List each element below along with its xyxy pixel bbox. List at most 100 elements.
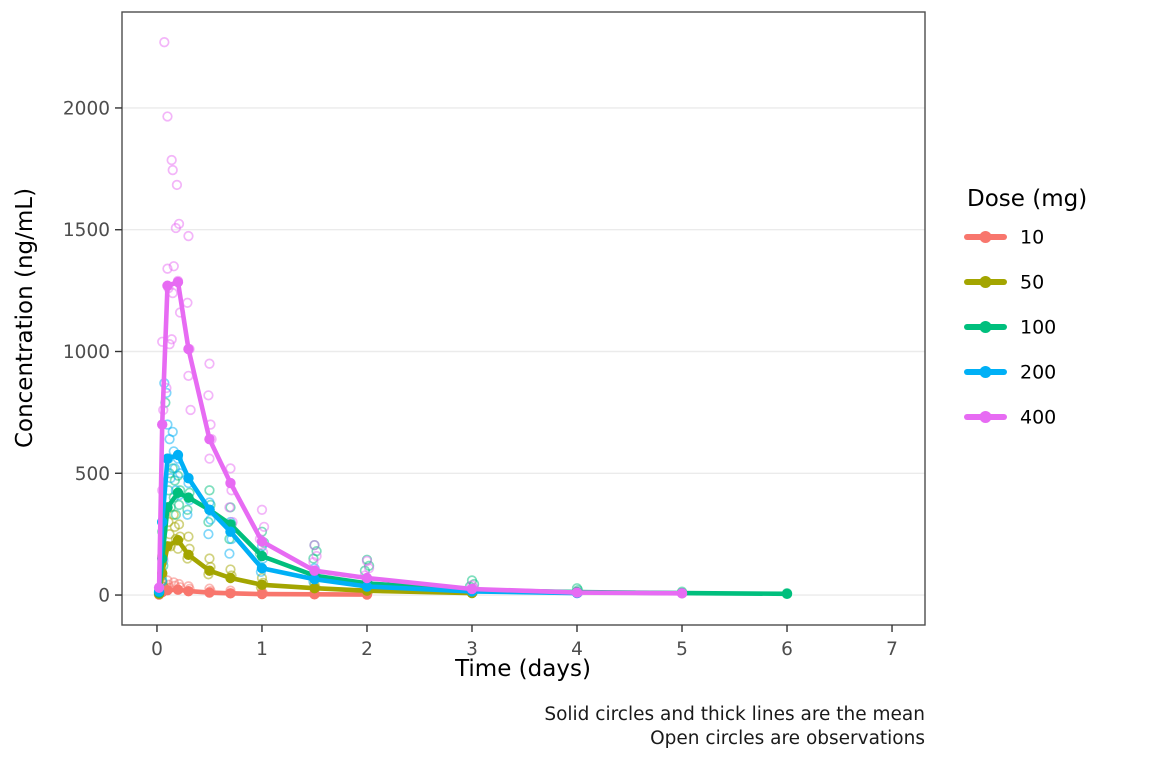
mean-point-200mg [183, 472, 194, 484]
obs-point-200mg [203, 529, 214, 540]
legend-items: 10 50 100 200 400 [964, 227, 1056, 429]
obs-point-400mg [162, 111, 173, 122]
mean-point-400mg [256, 536, 268, 547]
obs-point-400mg [203, 390, 214, 401]
x-tick-label-7: 7 [886, 639, 898, 660]
obs-point-400mg [182, 297, 193, 308]
gridlines [122, 107, 925, 596]
legend-label-400mg: 400 [1020, 407, 1056, 429]
mean-point-400mg [225, 477, 236, 489]
obs-point-400mg [363, 563, 375, 574]
y-tick-label-1000: 1000 [63, 342, 110, 363]
mean-point-200mg [309, 574, 320, 585]
mean-point-50mg [309, 583, 320, 594]
mean-point-400mg [172, 276, 184, 288]
obs-point-400mg [168, 261, 179, 272]
obs-point-400mg [185, 404, 196, 416]
obs-point-100mg [173, 499, 185, 511]
mean-point-200mg [225, 526, 236, 537]
obs-point-400mg [159, 37, 170, 48]
x-tick-label-3: 3 [466, 639, 478, 660]
axis-ticks: 0 1 2 3 4 5 6 7 0 500 1000 1500 2000 [63, 98, 898, 660]
mean-point-100mg [256, 550, 268, 562]
mean-point-400mg [676, 588, 688, 599]
y-tick-label-0: 0 [98, 586, 110, 607]
mean-point-50mg [172, 535, 184, 546]
mean-point-400mg [466, 583, 478, 595]
legend-item-200mg: 200 [964, 362, 1056, 384]
legend-item-50mg: 50 [964, 272, 1044, 294]
observations-100mg [157, 397, 793, 599]
mean-point-10mg [172, 584, 184, 595]
obs-point-100mg [203, 516, 214, 528]
legend-label-50mg: 50 [1020, 272, 1044, 294]
obs-point-400mg [170, 222, 182, 234]
legend-key-point-50mg [979, 276, 992, 288]
mean-point-100mg [781, 588, 793, 600]
legend: Dose (mg) 10 50 100 200 400 [964, 186, 1087, 429]
obs-point-100mg [182, 504, 193, 515]
obs-point-200mg [205, 514, 216, 525]
mean-point-50mg [183, 549, 194, 561]
obs-point-200mg [167, 426, 178, 438]
mean-point-400mg [204, 433, 215, 445]
mean-point-200mg [162, 453, 173, 464]
mean-point-400mg [571, 587, 583, 598]
legend-item-400mg: 400 [964, 407, 1056, 429]
legend-key-point-200mg [979, 366, 992, 378]
y-axis-title: Concentration (ng/mL) [12, 188, 38, 448]
mean-point-400mg [162, 280, 173, 291]
legend-item-10mg: 10 [964, 227, 1044, 249]
obs-point-100mg [204, 485, 215, 496]
x-tick-label-4: 4 [571, 639, 583, 660]
observations-400mg [157, 37, 688, 599]
mean-point-200mg [204, 504, 215, 516]
mean-point-400mg [183, 343, 194, 355]
mean-point-10mg [204, 587, 215, 598]
mean-lines-layer [153, 276, 793, 600]
mean-point-10mg [225, 588, 236, 599]
legend-key-point-10mg [979, 231, 992, 243]
obs-point-400mg [183, 230, 194, 242]
y-tick-label-500: 500 [75, 464, 110, 485]
obs-point-400mg [256, 504, 268, 515]
y-tick-label-1500: 1500 [63, 220, 110, 241]
obs-point-400mg [183, 370, 194, 382]
mean-line-100mg [156, 490, 790, 597]
observation-points-layer [157, 37, 793, 599]
mean-point-400mg [153, 582, 165, 593]
obs-point-100mg [170, 509, 182, 520]
obs-point-50mg [173, 519, 185, 530]
legend-key-point-400mg [979, 411, 992, 423]
x-tick-label-0: 0 [151, 639, 163, 660]
obs-point-50mg [183, 531, 194, 542]
mean-line-400mg [156, 279, 685, 596]
mean-point-10mg [183, 585, 194, 597]
x-tick-label-1: 1 [256, 639, 268, 660]
x-axis-title: Time (days) [454, 656, 591, 682]
legend-key-point-100mg [979, 321, 992, 333]
mean-point-200mg [256, 563, 268, 574]
obs-point-400mg [309, 539, 320, 551]
obs-point-200mg [224, 548, 235, 559]
legend-item-100mg: 100 [964, 317, 1056, 339]
mean-point-400mg [361, 572, 373, 584]
legend-label-100mg: 100 [1020, 317, 1056, 339]
legend-title: Dose (mg) [967, 186, 1087, 212]
mean-point-100mg [183, 492, 194, 503]
obs-point-200mg [182, 509, 193, 520]
mean-point-100mg [172, 487, 184, 498]
obs-point-50mg [204, 553, 215, 564]
obs-point-400mg [167, 164, 178, 176]
legend-label-10mg: 10 [1020, 227, 1044, 249]
mean-point-200mg [172, 449, 184, 461]
mean-point-50mg [256, 579, 268, 591]
mean-point-50mg [204, 565, 215, 576]
obs-point-400mg [224, 502, 235, 513]
panel-border [121, 11, 926, 626]
mean-series-200mg [153, 449, 583, 599]
obs-point-400mg [171, 179, 183, 191]
mean-point-50mg [225, 572, 236, 584]
